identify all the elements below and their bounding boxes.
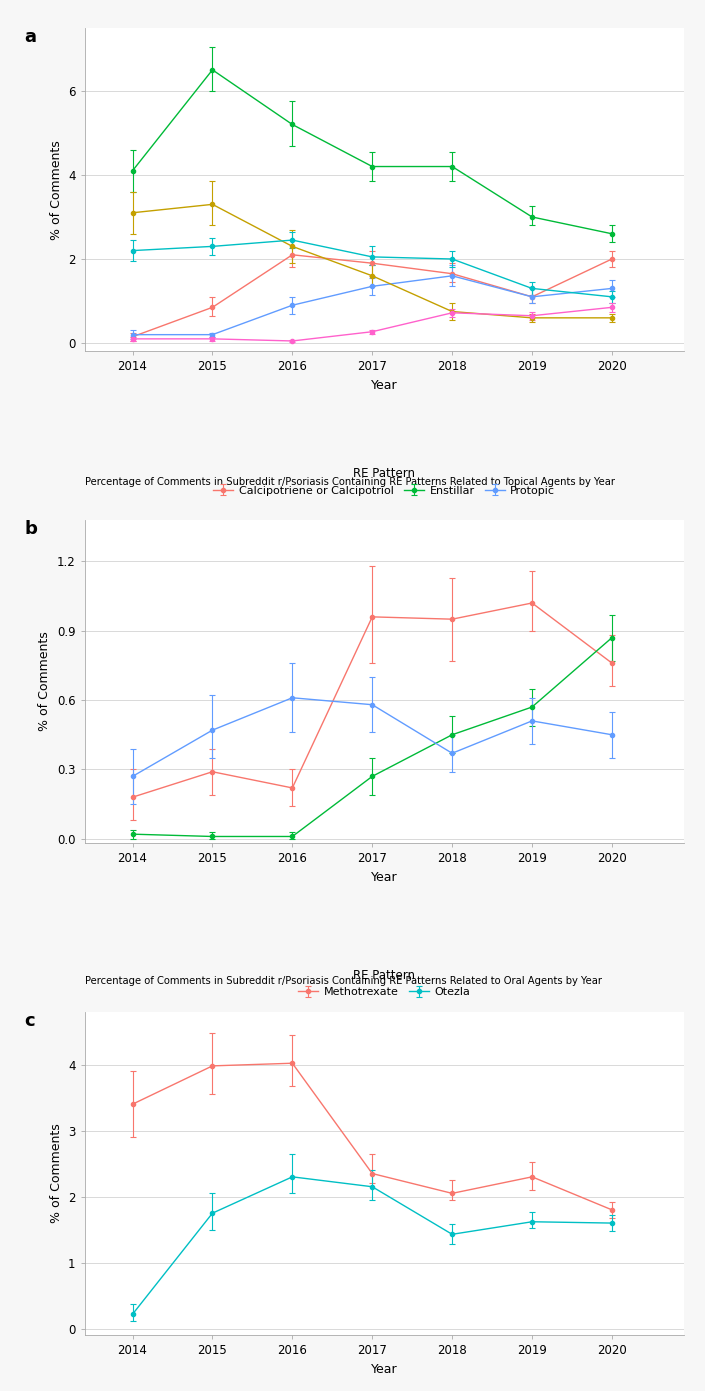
Text: Percentage of Comments in Subreddit r/Psoriasis Containing RE Patterns Related t: Percentage of Comments in Subreddit r/Ps… (85, 477, 615, 487)
Legend: Calcipotriene or Calcipotriol, Enstillar, Protopic: Calcipotriene or Calcipotriol, Enstillar… (214, 467, 555, 495)
X-axis label: Year: Year (371, 380, 398, 392)
X-axis label: Year: Year (371, 1363, 398, 1376)
Text: b: b (25, 520, 37, 538)
Legend: Methotrexate, Otezla: Methotrexate, Otezla (298, 968, 470, 997)
Y-axis label: % of Comments: % of Comments (49, 1124, 63, 1224)
Y-axis label: % of Comments: % of Comments (49, 139, 63, 239)
Text: a: a (25, 28, 37, 46)
X-axis label: Year: Year (371, 871, 398, 885)
Text: Percentage of Comments in Subreddit r/Psoriasis Containing RE Patterns Related t: Percentage of Comments in Subreddit r/Ps… (85, 976, 601, 986)
Y-axis label: % of Comments: % of Comments (38, 632, 51, 732)
Text: c: c (25, 1011, 35, 1029)
